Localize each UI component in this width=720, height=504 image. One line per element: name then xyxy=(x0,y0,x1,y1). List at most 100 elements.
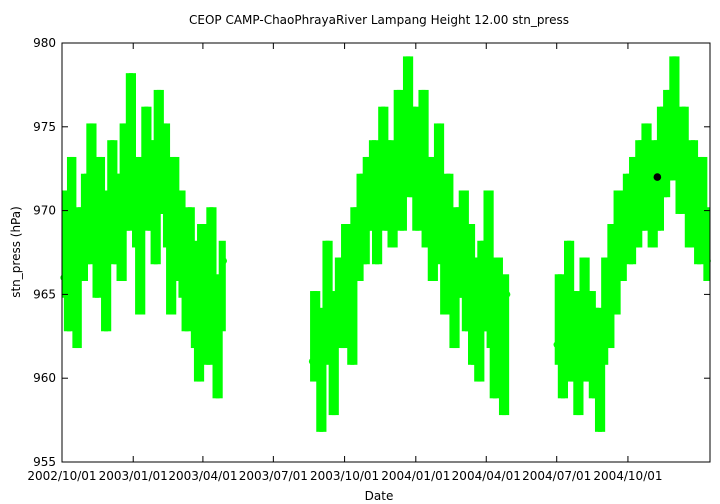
data-point xyxy=(321,324,328,332)
data-point xyxy=(220,257,228,265)
data-point xyxy=(395,106,402,114)
data-point xyxy=(140,173,147,181)
data-band xyxy=(446,173,454,281)
data-point xyxy=(88,140,95,147)
data-point xyxy=(590,375,598,382)
data-point xyxy=(315,341,322,348)
data-point xyxy=(692,207,700,214)
data-point xyxy=(699,173,706,181)
data-band xyxy=(190,240,198,349)
y-tick-label: 975 xyxy=(33,120,56,134)
data-band xyxy=(331,291,339,416)
data-point xyxy=(158,190,166,198)
data-point xyxy=(655,207,663,214)
data-point xyxy=(149,157,156,164)
data-band xyxy=(560,307,568,399)
data-band xyxy=(644,123,652,214)
data-point xyxy=(74,324,81,332)
data-point xyxy=(686,224,694,231)
data-point xyxy=(167,291,175,298)
data-point xyxy=(454,224,461,231)
data-point xyxy=(674,140,681,147)
data-point xyxy=(386,157,393,164)
data-point xyxy=(609,240,616,248)
data-point xyxy=(389,224,396,231)
data-band xyxy=(598,324,606,432)
data-point xyxy=(565,257,573,265)
data-point xyxy=(702,224,709,231)
x-tick-label: 2003/01/01 xyxy=(99,469,168,483)
plot-area xyxy=(60,56,711,432)
data-point xyxy=(136,291,144,298)
data-point xyxy=(91,207,98,214)
data-band xyxy=(576,324,584,416)
data-band xyxy=(319,307,327,432)
x-tick-label: 2004/01/01 xyxy=(381,469,450,483)
data-point xyxy=(161,140,169,147)
data-point xyxy=(612,291,619,298)
data-band xyxy=(197,224,205,382)
data-band xyxy=(486,190,494,349)
data-point xyxy=(491,375,498,382)
data-point xyxy=(358,190,365,198)
data-point xyxy=(562,324,570,332)
data-point xyxy=(432,207,440,214)
data-point xyxy=(603,274,610,281)
data-point xyxy=(420,106,427,114)
data-point xyxy=(401,140,409,147)
data-point xyxy=(704,257,711,265)
x-tick-label: 2002/10/01 xyxy=(27,469,96,483)
y-tick-label: 980 xyxy=(33,36,56,50)
data-point xyxy=(311,307,319,315)
data-band xyxy=(89,123,97,231)
data-point xyxy=(624,190,632,198)
data-band xyxy=(495,257,503,365)
data-point xyxy=(96,173,104,181)
data-point xyxy=(630,173,638,181)
data-band xyxy=(344,224,352,315)
data-point xyxy=(324,257,331,265)
data-band xyxy=(375,156,383,265)
data-band xyxy=(178,190,186,298)
data-band xyxy=(138,156,146,315)
data-point xyxy=(695,240,703,248)
data-band xyxy=(325,240,333,365)
data-point xyxy=(177,207,184,214)
data-point xyxy=(336,274,344,281)
y-tick-label: 960 xyxy=(33,371,56,385)
data-point xyxy=(211,291,218,298)
data-point xyxy=(417,157,424,164)
data-point xyxy=(668,157,675,164)
data-point xyxy=(124,207,132,214)
data-point xyxy=(426,173,433,181)
data-point xyxy=(93,274,101,281)
x-tick-label: 2003/07/01 xyxy=(239,469,308,483)
data-point xyxy=(205,341,212,348)
data-point xyxy=(65,307,73,315)
data-point xyxy=(364,173,372,181)
data-point xyxy=(445,190,452,198)
data-point xyxy=(482,307,489,315)
data-point xyxy=(355,257,362,265)
data-point xyxy=(79,257,87,265)
data-point xyxy=(627,240,635,248)
data-point xyxy=(488,324,495,332)
data-point xyxy=(342,240,350,248)
data-point xyxy=(618,257,625,265)
data-point xyxy=(568,358,576,365)
data-band xyxy=(350,207,358,365)
y-tick-label: 970 xyxy=(33,204,56,218)
data-band xyxy=(502,274,510,416)
data-point xyxy=(76,224,84,231)
data-band xyxy=(703,207,710,281)
data-point xyxy=(559,375,567,382)
data-point xyxy=(152,240,159,248)
data-point xyxy=(318,408,325,415)
data-point xyxy=(112,240,119,248)
data-point xyxy=(500,391,508,399)
data-point xyxy=(102,307,110,315)
x-tick-label: 2003/10/01 xyxy=(310,469,379,483)
data-point xyxy=(404,73,412,80)
x-tick-label: 2004/07/01 xyxy=(522,469,591,483)
